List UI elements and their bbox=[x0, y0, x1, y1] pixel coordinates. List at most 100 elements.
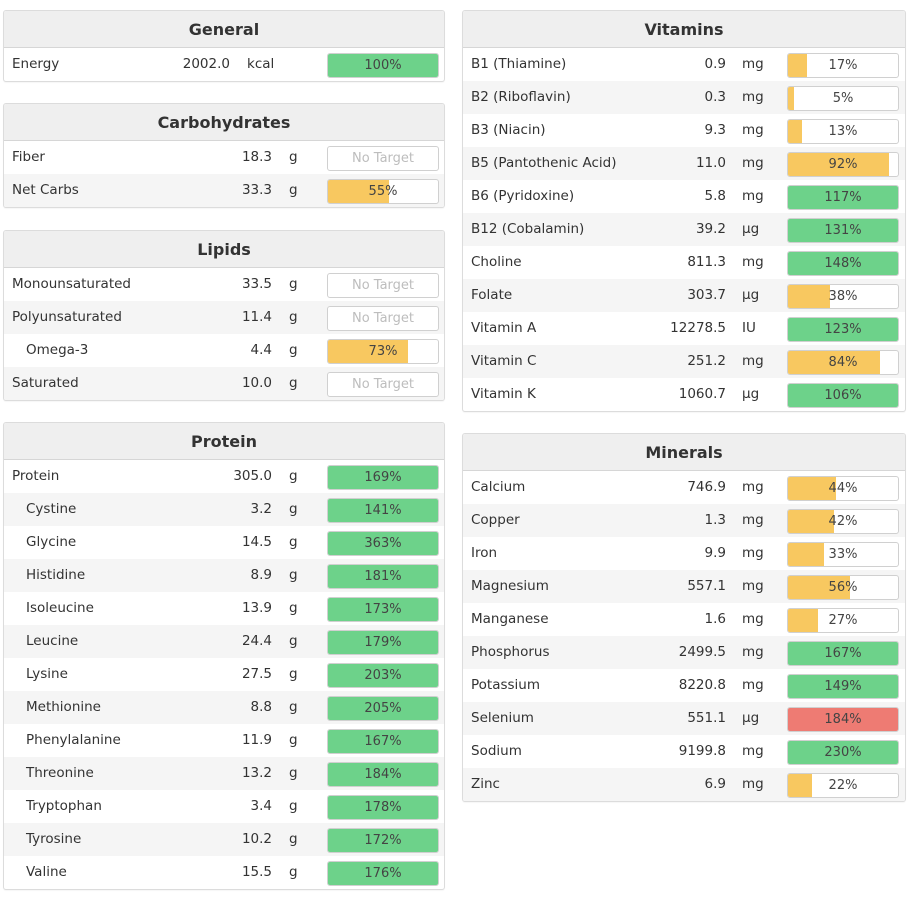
panel-title: Protein bbox=[4, 423, 444, 460]
target-progress-fill bbox=[788, 576, 850, 599]
nutrient-row[interactable]: B6 (Pyridoxine) 5.8 mg 117% bbox=[463, 180, 905, 213]
nutrient-unit: g bbox=[289, 309, 298, 325]
target-progress-fill bbox=[328, 180, 389, 203]
nutrient-row[interactable]: Choline 811.3 mg 148% bbox=[463, 246, 905, 279]
target-percent-label: 149% bbox=[824, 679, 862, 694]
nutrient-row[interactable]: Tyrosine 10.2 g 172% bbox=[4, 823, 444, 856]
target-percent-label: 5% bbox=[832, 91, 854, 106]
nutrient-row[interactable]: B1 (Thiamine) 0.9 mg 17% bbox=[463, 48, 905, 81]
nutrient-row[interactable]: Glycine 14.5 g 363% bbox=[4, 526, 444, 559]
nutrient-amount: 303.7 bbox=[687, 287, 726, 303]
nutrient-unit: g bbox=[289, 375, 298, 391]
nutrient-unit: kcal bbox=[247, 56, 275, 72]
nutrient-row[interactable]: Sodium 9199.8 mg 230% bbox=[463, 735, 905, 768]
nutrient-unit: µg bbox=[742, 386, 760, 402]
nutrient-name: Magnesium bbox=[471, 578, 549, 594]
target-progress-bar: 73% bbox=[327, 339, 439, 364]
target-percent-label: 84% bbox=[828, 355, 858, 370]
nutrient-amount: 1.6 bbox=[704, 611, 726, 627]
nutrient-amount: 10.0 bbox=[241, 375, 272, 391]
nutrient-row[interactable]: Omega-3 4.4 g 73% bbox=[4, 334, 444, 367]
target-progress-bar: 230% bbox=[787, 740, 899, 765]
nutrient-row[interactable]: B2 (Riboflavin) 0.3 mg 5% bbox=[463, 81, 905, 114]
nutrient-row[interactable]: B5 (Pantothenic Acid) 11.0 mg 92% bbox=[463, 147, 905, 180]
nutrient-name: Choline bbox=[471, 254, 522, 270]
nutrient-row[interactable]: Net Carbs 33.3 g 55% bbox=[4, 174, 444, 207]
nutrient-row[interactable]: Folate 303.7 µg 38% bbox=[463, 279, 905, 312]
nutrient-amount: 305.0 bbox=[233, 468, 272, 484]
target-percent-label: 56% bbox=[828, 580, 858, 595]
target-percent-label: 27% bbox=[828, 613, 858, 628]
nutrient-amount: 9.9 bbox=[704, 545, 726, 561]
nutrient-row[interactable]: Lysine 27.5 g 203% bbox=[4, 658, 444, 691]
target-progress-bar: No Target bbox=[327, 146, 439, 171]
nutrient-row[interactable]: Vitamin A 12278.5 IU 123% bbox=[463, 312, 905, 345]
target-percent-label: 169% bbox=[364, 470, 402, 485]
target-percent-label: 184% bbox=[824, 712, 862, 727]
nutrient-row[interactable]: Saturated 10.0 g No Target bbox=[4, 367, 444, 400]
nutrient-name: Vitamin K bbox=[471, 386, 536, 402]
nutrient-row[interactable]: Calcium 746.9 mg 44% bbox=[463, 471, 905, 504]
nutrient-row[interactable]: Iron 9.9 mg 33% bbox=[463, 537, 905, 570]
nutrient-unit: mg bbox=[742, 479, 764, 495]
target-progress-bar: 13% bbox=[787, 119, 899, 144]
nutrient-row[interactable]: B3 (Niacin) 9.3 mg 13% bbox=[463, 114, 905, 147]
nutrient-row[interactable]: Vitamin C 251.2 mg 84% bbox=[463, 345, 905, 378]
nutrient-row[interactable]: Zinc 6.9 mg 22% bbox=[463, 768, 905, 801]
nutrient-row[interactable]: Vitamin K 1060.7 µg 106% bbox=[463, 378, 905, 411]
nutrient-amount: 6.9 bbox=[704, 776, 726, 792]
panel-title: Lipids bbox=[4, 231, 444, 268]
target-progress-fill bbox=[328, 532, 438, 555]
target-progress-bar: 172% bbox=[327, 828, 439, 853]
nutrient-row[interactable]: Fiber 18.3 g No Target bbox=[4, 141, 444, 174]
nutrient-row[interactable]: B12 (Cobalamin) 39.2 µg 131% bbox=[463, 213, 905, 246]
panel-title: Minerals bbox=[463, 434, 905, 471]
target-progress-fill bbox=[788, 642, 898, 665]
nutrient-row[interactable]: Leucine 24.4 g 179% bbox=[4, 625, 444, 658]
nutrient-name: Tryptophan bbox=[26, 798, 102, 814]
nutrient-name: Threonine bbox=[26, 765, 94, 781]
nutrient-row[interactable]: Histidine 8.9 g 181% bbox=[4, 559, 444, 592]
target-percent-label: 22% bbox=[828, 778, 858, 793]
nutrient-unit: mg bbox=[742, 188, 764, 204]
nutrient-row[interactable]: Threonine 13.2 g 184% bbox=[4, 757, 444, 790]
nutrient-unit: mg bbox=[742, 155, 764, 171]
target-progress-bar: 131% bbox=[787, 218, 899, 243]
target-percent-label: 117% bbox=[824, 190, 862, 205]
target-progress-fill bbox=[788, 543, 825, 566]
target-progress-bar: 55% bbox=[327, 179, 439, 204]
nutrient-unit: g bbox=[289, 831, 298, 847]
nutrient-row[interactable]: Copper 1.3 mg 42% bbox=[463, 504, 905, 537]
nutrient-unit: g bbox=[289, 276, 298, 292]
target-percent-label: 17% bbox=[828, 58, 858, 73]
nutrient-row[interactable]: Monounsaturated 33.5 g No Target bbox=[4, 268, 444, 301]
target-progress-fill bbox=[788, 285, 830, 308]
target-progress-fill bbox=[788, 219, 898, 242]
nutrient-row[interactable]: Magnesium 557.1 mg 56% bbox=[463, 570, 905, 603]
nutrient-row[interactable]: Cystine 3.2 g 141% bbox=[4, 493, 444, 526]
nutrient-amount: 24.4 bbox=[241, 633, 272, 649]
nutrient-row[interactable]: Phenylalanine 11.9 g 167% bbox=[4, 724, 444, 757]
nutrient-amount: 746.9 bbox=[687, 479, 726, 495]
target-percent-label: No Target bbox=[351, 278, 415, 293]
nutrient-row[interactable]: Energy 2002.0 kcal 100% bbox=[4, 48, 444, 81]
nutrient-row[interactable]: Potassium 8220.8 mg 149% bbox=[463, 669, 905, 702]
nutrient-row[interactable]: Valine 15.5 g 176% bbox=[4, 856, 444, 889]
nutrient-name: Glycine bbox=[26, 534, 77, 550]
nutrient-row[interactable]: Isoleucine 13.9 g 173% bbox=[4, 592, 444, 625]
target-percent-label: 181% bbox=[364, 569, 402, 584]
nutrient-name: B6 (Pyridoxine) bbox=[471, 188, 575, 204]
target-progress-bar: 167% bbox=[787, 641, 899, 666]
nutrient-row[interactable]: Selenium 551.1 µg 184% bbox=[463, 702, 905, 735]
target-progress-fill bbox=[328, 598, 438, 621]
nutrient-row[interactable]: Manganese 1.6 mg 27% bbox=[463, 603, 905, 636]
target-percent-label: 230% bbox=[824, 745, 862, 760]
nutrient-row[interactable]: Protein 305.0 g 169% bbox=[4, 460, 444, 493]
target-percent-label: 179% bbox=[364, 635, 402, 650]
nutrient-row[interactable]: Polyunsaturated 11.4 g No Target bbox=[4, 301, 444, 334]
nutrient-row[interactable]: Tryptophan 3.4 g 178% bbox=[4, 790, 444, 823]
nutrient-name: Copper bbox=[471, 512, 520, 528]
nutrient-row[interactable]: Phosphorus 2499.5 mg 167% bbox=[463, 636, 905, 669]
nutrient-row[interactable]: Methionine 8.8 g 205% bbox=[4, 691, 444, 724]
nutrient-unit: mg bbox=[742, 677, 764, 693]
